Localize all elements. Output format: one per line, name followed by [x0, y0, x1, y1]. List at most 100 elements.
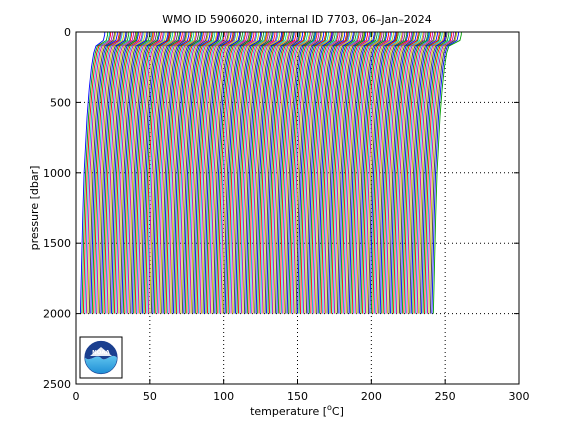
y-tick-label-1500: 1500 [43, 237, 71, 250]
profile-line-129 [268, 32, 297, 314]
profile-line-155 [307, 32, 333, 314]
x-tick-label-100: 100 [213, 390, 234, 403]
profile-line-191 [360, 32, 387, 314]
profile-line-208 [385, 32, 413, 314]
profile-line-179 [342, 32, 372, 314]
profile-line-59 [165, 32, 192, 314]
profile-line-74 [187, 32, 216, 314]
profile-line-102 [229, 32, 258, 314]
y-tick-label-0: 0 [64, 26, 71, 39]
profile-line-146 [294, 32, 323, 314]
profile-line-90 [211, 32, 239, 314]
profile-line-176 [338, 32, 367, 314]
profile-line-131 [271, 32, 299, 314]
profile-line-16 [102, 32, 130, 314]
profile-line-198 [370, 32, 399, 314]
profile-line-171 [331, 32, 360, 314]
profile-line-6 [87, 32, 116, 314]
profile-line-28 [119, 32, 149, 314]
profile-line-158 [311, 32, 338, 314]
x-tick-label-250: 250 [435, 390, 456, 403]
profile-line-55 [159, 32, 188, 314]
profile-line-210 [388, 32, 414, 314]
profile-line-223 [407, 32, 437, 314]
profile-line-113 [245, 32, 274, 314]
profile-line-58 [164, 32, 193, 314]
profile-line-240 [432, 32, 462, 314]
profile-line-116 [249, 32, 279, 314]
profile-line-220 [403, 32, 432, 314]
profile-line-214 [394, 32, 422, 314]
profile-line-83 [201, 32, 230, 314]
y-tick-label-500: 500 [50, 96, 71, 109]
profile-line-36 [131, 32, 160, 314]
profile-line-203 [378, 32, 406, 314]
profile-line-188 [356, 32, 382, 314]
profile-line-161 [316, 32, 343, 314]
profile-line-26 [116, 32, 143, 314]
profile-line-35 [130, 32, 157, 314]
profile-line-153 [304, 32, 331, 314]
profile-line-125 [263, 32, 289, 314]
profile-line-66 [175, 32, 204, 314]
profile-line-195 [366, 32, 394, 314]
profile-line-47 [147, 32, 177, 314]
profile-line-88 [208, 32, 237, 314]
profile-line-144 [291, 32, 317, 314]
profile-line-52 [155, 32, 183, 314]
profile-line-216 [397, 32, 424, 314]
profile-line-94 [217, 32, 246, 314]
profile-line-118 [252, 32, 281, 314]
profile-line-169 [328, 32, 354, 314]
profile-line-183 [348, 32, 375, 314]
profile-line-50 [152, 32, 181, 314]
profile-line-234 [424, 32, 453, 314]
profile-line-145 [292, 32, 320, 314]
profile-line-209 [387, 32, 415, 314]
profile-line-34 [128, 32, 154, 314]
profile-line-29 [121, 32, 148, 314]
profile-line-105 [233, 32, 263, 314]
profile-line-236 [427, 32, 455, 314]
profile-line-25 [115, 32, 144, 314]
profile-line-199 [372, 32, 398, 314]
profile-line-147 [295, 32, 322, 314]
profile-line-71 [183, 32, 211, 314]
profile-line-142 [288, 32, 315, 314]
profile-line-12 [96, 32, 122, 314]
profile-line-168 [326, 32, 355, 314]
profile-line-91 [212, 32, 242, 314]
profile-line-192 [362, 32, 390, 314]
profile-line-54 [158, 32, 185, 314]
profile-line-60 [167, 32, 195, 314]
profile-line-41 [139, 32, 167, 314]
profile-line-180 [344, 32, 370, 314]
profile-line-110 [240, 32, 269, 314]
profile-line-92 [214, 32, 240, 314]
profile-line-103 [230, 32, 257, 314]
x-tick-label-200: 200 [361, 390, 382, 403]
profile-line-190 [359, 32, 388, 314]
profile-line-206 [382, 32, 411, 314]
profile-line-230 [418, 32, 445, 314]
profile-line-30 [122, 32, 151, 314]
profile-line-139 [283, 32, 310, 314]
profile-line-3 [82, 32, 112, 314]
profile-line-21 [109, 32, 136, 314]
profile-line-27 [118, 32, 146, 314]
profile-line-65 [174, 32, 201, 314]
profile-line-99 [224, 32, 253, 314]
profile-line-150 [300, 32, 327, 314]
profile-line-197 [369, 32, 396, 314]
profile-line-79 [195, 32, 222, 314]
profile-line-205 [381, 32, 408, 314]
profile-line-149 [298, 32, 328, 314]
profile-line-14 [99, 32, 128, 314]
chart-title: WMO ID 5906020, internal ID 7703, 06–Jan… [162, 13, 432, 26]
profile-line-40 [137, 32, 164, 314]
profile-line-61 [168, 32, 198, 314]
y-tick-label-2000: 2000 [43, 308, 71, 321]
x-tick-label-0: 0 [73, 390, 80, 403]
profile-line-57 [162, 32, 190, 314]
